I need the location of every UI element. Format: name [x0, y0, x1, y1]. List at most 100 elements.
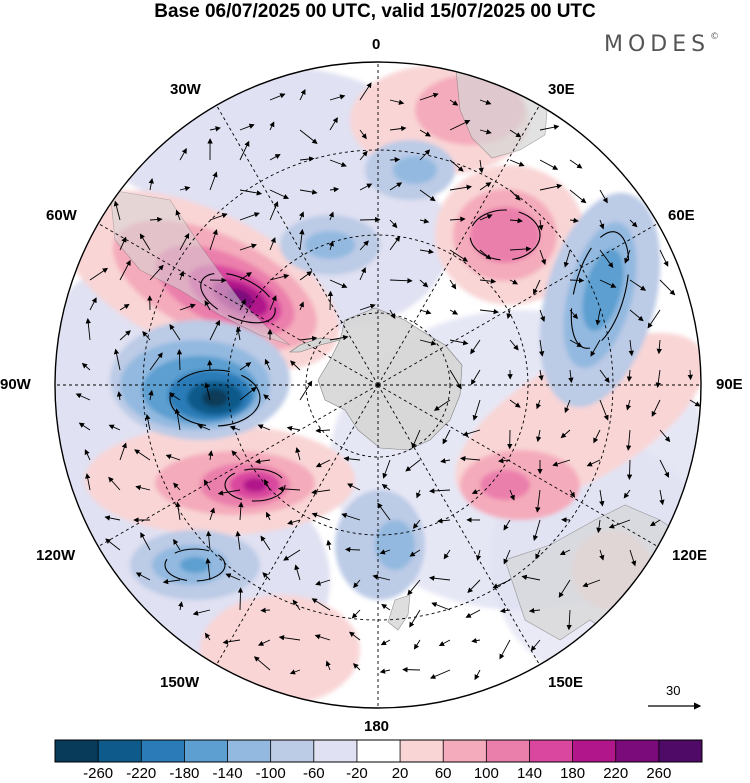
wind-vector: [343, 456, 361, 462]
wind-vector: [479, 129, 492, 135]
wind-vector: [222, 639, 241, 645]
wind-vector: [299, 189, 318, 195]
wind-vector: [178, 601, 184, 611]
wind-vector: [209, 507, 215, 521]
wind-vector: [552, 459, 571, 467]
wind-vector: [521, 574, 541, 581]
wind-vector: [539, 183, 563, 191]
wind-vector: [287, 519, 301, 525]
wind-vector: [438, 639, 451, 647]
lon-label-120e: 120E: [672, 547, 708, 564]
wind-vector: [329, 117, 338, 131]
wind-vector: [145, 414, 151, 431]
wind-vector: [568, 369, 574, 384]
wind-vector: [286, 425, 301, 432]
wind-vector: [535, 549, 541, 560]
wind-vector: [539, 124, 560, 131]
wind-vector: [563, 249, 571, 268]
colorbar-swatch: [356, 740, 401, 762]
wind-vector: [530, 639, 541, 652]
wind-vector: [142, 331, 151, 341]
wind-vector: [353, 579, 361, 589]
wind-vector: [113, 348, 121, 371]
wind-vector: [647, 309, 661, 329]
wind-vector: [169, 324, 181, 341]
lon-label-90e: 90E: [716, 376, 743, 393]
wind-vector: [179, 303, 196, 311]
wind-vector: [269, 93, 286, 101]
wind-vector: [148, 389, 154, 401]
wind-vector: [294, 564, 301, 581]
wind-vector: [179, 233, 190, 251]
wind-vector: [209, 213, 228, 221]
wind-vector: [559, 549, 571, 555]
wind-vector: [135, 485, 151, 491]
colorbar-swatch: [98, 740, 142, 762]
reference-vector-label: 30: [666, 683, 681, 698]
wind-vector: [327, 290, 334, 311]
wind-vector: [148, 178, 154, 191]
wind-vector: [623, 489, 631, 499]
wind-vector: [564, 399, 571, 414]
colorbar-swatch: [529, 740, 573, 762]
wind-vector: [359, 216, 381, 223]
wind-vector: [135, 572, 151, 581]
lon-label-120w: 120W: [36, 547, 76, 564]
colorbar-swatch: [313, 740, 358, 762]
wind-vector: [539, 159, 559, 170]
wind-vector: [341, 513, 361, 521]
wind-vector: [359, 267, 366, 281]
wind-vector: [419, 129, 431, 137]
wind-vector: [409, 549, 421, 557]
wind-vector: [389, 157, 401, 163]
wind-vector: [119, 303, 130, 311]
wind-vector: [149, 264, 164, 281]
wind-vector: [203, 479, 211, 491]
wind-vector: [569, 217, 579, 224]
wind-vector: [269, 121, 275, 131]
wind-vector: [499, 607, 511, 614]
new-zealand-landmass: [387, 594, 411, 631]
wind-vector: [329, 94, 346, 101]
wind-vector: [239, 362, 252, 371]
wind-vector: [599, 249, 614, 269]
wind-vector: [382, 459, 391, 479]
wind-vector: [116, 391, 123, 401]
lon-label-30w: 30W: [170, 81, 201, 98]
colorbar-tick-label: 100: [473, 765, 499, 782]
wind-vector: [405, 459, 421, 472]
wind-vector: [237, 587, 244, 611]
wind-vector: [254, 458, 271, 464]
wind-vector: [149, 352, 163, 371]
wind-vector: [209, 171, 218, 191]
wind-vector: [329, 159, 347, 167]
wind-vector: [381, 483, 391, 491]
wind-vector: [260, 607, 271, 613]
colorbar-tick-label: 180: [560, 765, 586, 782]
wind-vector: [175, 501, 181, 521]
colorbar-swatch: [184, 740, 228, 762]
wind-vector: [503, 519, 511, 531]
wind-vector: [265, 511, 271, 521]
wind-vector: [419, 339, 437, 346]
copyright-mark: ©: [710, 32, 720, 42]
wind-vector: [566, 609, 572, 631]
wind-vector: [509, 159, 525, 167]
wind-vector: [299, 88, 306, 101]
wind-vector: [299, 271, 313, 281]
wind-vector: [359, 82, 372, 101]
wind-vector: [278, 635, 301, 641]
wind-vector: [389, 182, 403, 191]
wind-vector: [299, 228, 305, 251]
wind-vector: [197, 424, 211, 431]
wind-vector: [311, 489, 331, 495]
wind-vector: [539, 249, 547, 265]
wind-vector: [269, 154, 281, 161]
wind-vector: [239, 140, 250, 161]
wind-vector: [119, 236, 127, 251]
wind-vector: [407, 579, 421, 596]
colorbar-swatch: [572, 740, 617, 762]
wind-vector: [509, 129, 522, 138]
wind-vector: [475, 549, 482, 561]
